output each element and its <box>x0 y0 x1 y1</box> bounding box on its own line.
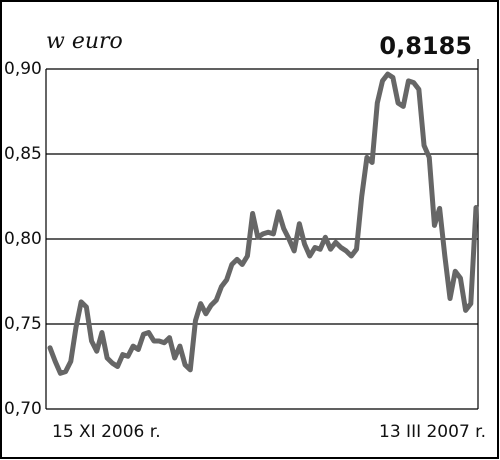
x-tick-label: 13 III 2007 r. <box>379 422 486 442</box>
y-tick-label: 0,70 <box>4 399 42 419</box>
y-tick-label: 0,80 <box>4 229 42 249</box>
y-tick-label: 0,90 <box>4 59 42 79</box>
y-tick-label: 0,75 <box>4 314 42 334</box>
value-label: 0,8185 <box>379 32 472 60</box>
line <box>47 71 479 376</box>
y-tick-label: 0,85 <box>4 144 42 164</box>
x-tick-label: 15 XI 2006 r. <box>52 422 161 442</box>
chart-title: w euro <box>46 29 123 54</box>
